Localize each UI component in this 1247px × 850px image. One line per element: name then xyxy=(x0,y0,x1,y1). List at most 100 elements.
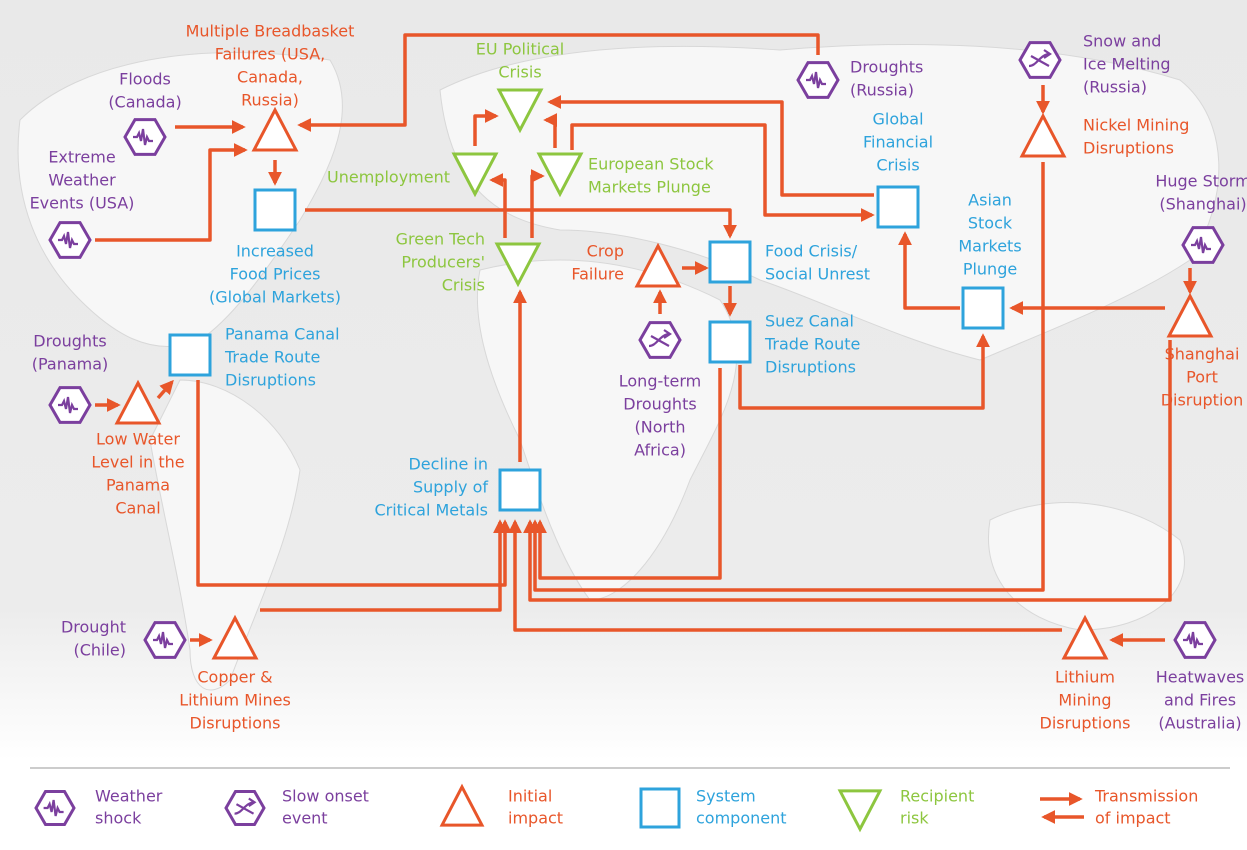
arrow xyxy=(543,113,558,148)
node-label: Social Unrest xyxy=(765,265,870,284)
node-label: Disruptions xyxy=(190,714,281,733)
arrow xyxy=(196,380,512,587)
node: Snow and Ice Melting (Russia) xyxy=(1018,32,1171,97)
triangle-up xyxy=(1061,614,1109,660)
node-label: Failure xyxy=(571,265,624,284)
arrow xyxy=(738,333,990,410)
node-label: Snow and xyxy=(1083,32,1161,51)
node-label: Trade Route xyxy=(764,335,860,354)
square xyxy=(708,240,752,284)
node-label: Port xyxy=(1186,368,1218,387)
node-label: Low Water xyxy=(96,430,180,449)
triangle-down xyxy=(837,789,883,833)
node-label: Level in the xyxy=(91,453,184,472)
node-label: (Global Markets) xyxy=(209,288,341,307)
wave-glyph xyxy=(43,799,64,817)
node-label: (Russia) xyxy=(850,81,914,100)
slow-glyph xyxy=(1028,49,1052,68)
node: Drought (Chile) xyxy=(61,618,187,660)
node: Global Financial Crisis xyxy=(863,110,933,229)
node-label: Failures (USA, xyxy=(215,45,326,64)
node: Nickel Mining Disruptions xyxy=(1019,112,1189,158)
node-label: Ice Melting xyxy=(1083,55,1171,74)
node-label: (Australia) xyxy=(1158,714,1241,733)
node-label: (Panama) xyxy=(32,355,109,374)
slow-glyph xyxy=(648,329,672,348)
triangle-up xyxy=(439,783,485,827)
node: Copper & Lithium Mines Disruptions xyxy=(179,614,291,733)
legend-item: Transmission of impact xyxy=(1040,787,1198,828)
legend-item: System component xyxy=(639,787,787,829)
node-label: Plunge xyxy=(963,260,1017,279)
node-label: Crisis xyxy=(876,156,919,175)
node-label: Multiple Breadbasket xyxy=(186,22,355,41)
triangle-down xyxy=(536,152,584,198)
node: Panama Canal Trade Route Disruptions xyxy=(168,325,340,390)
node: Lithium Mining Disruptions xyxy=(1040,614,1131,733)
wave-glyph xyxy=(58,396,78,414)
node-label: Asian xyxy=(968,191,1012,210)
square xyxy=(253,188,297,232)
node: Shanghai Port Disruption xyxy=(1161,292,1244,410)
node-label: Extreme xyxy=(48,148,115,167)
node-label: Nickel Mining xyxy=(1083,116,1189,135)
node-label: Panama Canal xyxy=(225,325,340,344)
arrow xyxy=(305,208,737,239)
node-label: (Chile) xyxy=(73,641,126,660)
arrow xyxy=(898,231,960,310)
node-label: Canal xyxy=(115,499,160,518)
node: Decline in Supply of Critical Metals xyxy=(374,455,542,520)
node-label: Disruption xyxy=(1161,391,1244,410)
arrow xyxy=(528,162,1045,592)
triangle-down xyxy=(494,242,542,288)
node: Multiple Breadbasket Failures (USA, Canada… xyxy=(186,22,355,152)
arrow xyxy=(95,143,248,242)
square xyxy=(639,787,681,829)
triangle-down xyxy=(451,152,499,198)
square xyxy=(168,333,212,377)
arrow xyxy=(523,340,1172,602)
square xyxy=(708,320,752,364)
node: Huge Storm (Shanghai) xyxy=(1155,172,1247,264)
node-label: Droughts xyxy=(850,58,923,77)
arrow xyxy=(489,173,507,238)
wave-glyph xyxy=(1191,236,1211,254)
arrow xyxy=(297,33,820,132)
node-label: Disruptions xyxy=(1040,714,1131,733)
square xyxy=(961,286,1005,330)
node-label: Lithium Mines xyxy=(179,691,291,710)
triangle-down xyxy=(496,88,544,134)
legend-label: impact xyxy=(508,809,563,828)
node-label: Crisis xyxy=(442,276,485,295)
arrows xyxy=(95,33,1197,647)
legend-label: of impact xyxy=(1095,809,1171,828)
triangle-up xyxy=(634,242,682,288)
node-label: Unemployment xyxy=(327,168,450,187)
node: European Stock Markets Plunge xyxy=(536,152,714,198)
node-label: Food Crisis/ xyxy=(765,242,858,261)
legend-item: Slow onset event xyxy=(224,787,369,828)
node-label: Green Tech xyxy=(396,230,485,249)
node-label: European Stock xyxy=(588,155,714,174)
legend-label: Initial xyxy=(508,787,552,806)
node-label: Supply of xyxy=(413,478,488,497)
node: Droughts (Panama) xyxy=(32,332,109,424)
node-label: Panama xyxy=(106,476,170,495)
wave-glyph xyxy=(806,71,826,89)
node: Low Water Level in the Panama Canal xyxy=(91,379,185,518)
node: Floods (Canada) xyxy=(108,70,182,156)
node: Asian Stock Markets Plunge xyxy=(958,191,1022,330)
wave-glyph xyxy=(133,128,153,146)
node-label: Decline in xyxy=(408,455,488,474)
triangle-up xyxy=(1166,292,1214,338)
node-label: Droughts xyxy=(623,395,696,414)
node-label: Critical Metals xyxy=(374,501,488,520)
square xyxy=(498,468,542,512)
node-label: (Russia) xyxy=(1083,78,1147,97)
node: Crop Failure xyxy=(571,242,682,288)
node-label: Trade Route xyxy=(224,348,320,367)
legend-item: Initial impact xyxy=(439,783,563,828)
legend-item: Recipient risk xyxy=(837,787,974,833)
node-label: EU Political xyxy=(476,40,564,59)
